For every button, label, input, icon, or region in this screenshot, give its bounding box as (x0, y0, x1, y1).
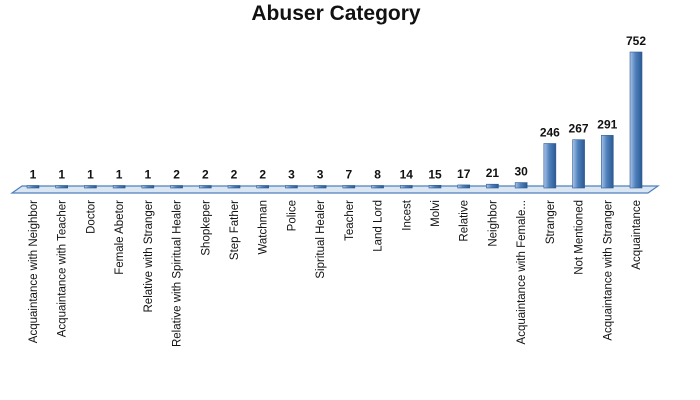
x-tick-label: Teacher (344, 200, 356, 241)
value-label: 30 (514, 165, 528, 179)
bar (112, 185, 126, 189)
bar (84, 185, 97, 189)
bar (55, 185, 69, 189)
bar (26, 185, 40, 189)
value-label: 246 (540, 126, 560, 140)
x-tick-label: Acquaintance (631, 200, 643, 270)
bar (543, 143, 557, 189)
value-label: 7 (346, 168, 353, 182)
value-label: 1 (58, 168, 65, 182)
bar (170, 185, 183, 189)
bar (371, 185, 384, 189)
bar (486, 183, 499, 189)
value-label: 3 (317, 168, 324, 182)
x-tick-label: Acquaintance with Neighbor (28, 200, 40, 343)
x-tick-label: Neighbor (487, 200, 499, 247)
bar (342, 185, 356, 189)
bar (227, 185, 241, 189)
x-tick-label: Incest (401, 199, 413, 230)
bar (285, 185, 298, 189)
value-label: 291 (597, 117, 617, 131)
x-tick-label: Not Mentioned (574, 200, 586, 275)
value-label: 2 (202, 168, 209, 182)
value-label: 2 (173, 168, 180, 182)
value-label: 1 (145, 168, 152, 182)
value-label: 15 (428, 167, 442, 181)
value-label: 14 (400, 167, 414, 181)
value-label: 1 (30, 168, 37, 182)
bar (313, 185, 327, 189)
x-tick-label: Land Lord (373, 200, 385, 252)
x-tick-label: Stranger (545, 200, 557, 244)
x-tick-label: Relative with Stranger (143, 200, 155, 313)
x-tick-label: Police (286, 200, 298, 231)
value-label: 17 (457, 167, 471, 181)
bar (141, 185, 155, 189)
value-label: 267 (569, 122, 589, 136)
x-tick-label: Watchman (258, 200, 270, 255)
x-tick-label: Shopkeper (200, 200, 212, 256)
value-label: 3 (288, 168, 295, 182)
x-tick-label: Relative with Spiritual Healer (172, 200, 184, 347)
value-label: 752 (626, 34, 646, 48)
x-tick-label: Acquaintance with Female... (516, 200, 528, 344)
x-tick-label: Female Abetor (114, 200, 126, 275)
bar (457, 184, 471, 189)
x-tick-label: Relative (459, 200, 471, 242)
value-label: 2 (259, 168, 266, 182)
x-tick-label: Molvi (430, 200, 442, 227)
value-label: 8 (374, 168, 381, 182)
bar (399, 185, 413, 189)
floor (10, 185, 660, 194)
bar (600, 135, 614, 189)
bar (428, 184, 442, 189)
x-tick-label: Doctor (85, 200, 97, 234)
bar (629, 51, 643, 189)
value-label: 21 (486, 166, 500, 180)
value-label: 1 (87, 168, 94, 182)
bar (198, 185, 212, 189)
x-tick-label: Step Father (229, 200, 241, 260)
x-tick-label: Sipritual Healer (315, 200, 327, 279)
chart-title: Abuser Category (251, 2, 421, 25)
bar (514, 182, 528, 189)
x-tick-label: Acquaintance with Teacher (57, 200, 69, 337)
value-label: 1 (116, 168, 123, 182)
bar (256, 185, 270, 189)
x-tick-label: Acquaintance with Stranger (602, 200, 614, 341)
value-label: 2 (231, 168, 238, 182)
bar (572, 139, 585, 189)
